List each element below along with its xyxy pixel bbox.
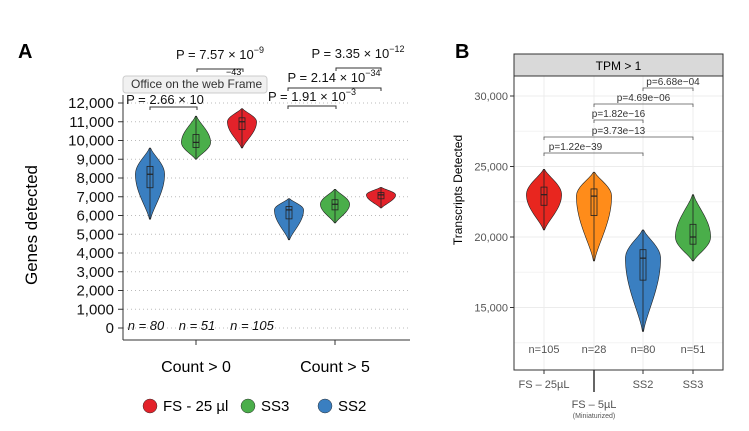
n-label: n=80 <box>631 344 656 356</box>
significance-bracket <box>543 152 644 156</box>
y-tick-label: 25,000 <box>474 162 508 174</box>
n-label: n = 105 <box>230 318 275 333</box>
y-tick-label: 20,000 <box>474 232 508 244</box>
violin-ss2-1-box <box>285 206 293 220</box>
x-tick-note: (Miniaturized) <box>573 413 615 420</box>
y-tick-label: 2,000 <box>76 283 114 300</box>
p-value-label: p=3.73e−13 <box>592 126 646 137</box>
p-value-label: P = 2.14 × 10−34 <box>287 68 380 85</box>
y-tick-label: 6,000 <box>76 208 114 225</box>
p-value-exponent: −43 <box>226 67 241 77</box>
p-value-label: P = 2.66 × 10 <box>126 92 204 107</box>
y-tick-label: 8,000 <box>76 170 114 187</box>
y-tick-label: 1,000 <box>76 301 114 318</box>
legend-label: SS3 <box>261 398 289 415</box>
y-tick-label: 0 <box>106 320 114 337</box>
violin-ss2-0-box <box>146 165 154 189</box>
n-label: n=105 <box>529 344 560 356</box>
violin-ss3-0-box <box>192 134 200 148</box>
legend-swatch <box>240 398 256 414</box>
panel-a-label: A <box>18 41 32 63</box>
n-label: n=28 <box>582 344 607 356</box>
p-value-exponent: −3 <box>346 87 356 97</box>
panel-b-label: B <box>455 41 469 63</box>
significance-bracket <box>543 136 694 140</box>
violin-3-box <box>689 223 697 245</box>
violin-0-box <box>540 186 548 206</box>
y-tick-label: 10,000 <box>68 133 114 150</box>
n-label: n = 80 <box>128 318 165 333</box>
y-tick-label: 4,000 <box>76 245 114 262</box>
x-tick-label: Count > 0 <box>161 359 231 376</box>
y-tick-label: 7,000 <box>76 189 114 206</box>
p-value-exponent: −9 <box>254 45 264 55</box>
significance-bracket <box>593 103 694 107</box>
x-tick-label: Count > 5 <box>300 359 370 376</box>
y-tick-label: 30,000 <box>474 91 508 103</box>
p-value-label: p=1.82e−16 <box>592 109 646 120</box>
significance-bracket <box>196 68 244 72</box>
y-tick-label: 5,000 <box>76 226 114 243</box>
significance-bracket <box>287 87 382 91</box>
y-tick-label: 11,000 <box>69 114 114 131</box>
violin-fs-25-l-1-box <box>377 192 385 200</box>
p-value-label: p=6.68e−04 <box>646 77 700 88</box>
y-tick-label: 3,000 <box>76 264 114 281</box>
y-tick-label: 9,000 <box>76 151 114 168</box>
x-tick-label: FS – 5µL <box>572 399 617 411</box>
y-tick-label: 12,000 <box>68 95 114 112</box>
significance-bracket <box>149 106 198 110</box>
significance-bracket <box>287 105 337 109</box>
x-tick-label: FS – 25µL <box>519 379 570 391</box>
p-value-exponent: −34 <box>365 68 380 78</box>
legend-swatch <box>142 398 158 414</box>
n-label: n = 51 <box>179 318 216 333</box>
tooltip: Office on the web Frame <box>122 75 268 94</box>
plot-border <box>513 75 724 371</box>
n-label: n=51 <box>681 344 706 356</box>
y-tick-label: 15,000 <box>474 303 508 315</box>
x-tick-label: SS2 <box>633 379 654 391</box>
p-value-label: P = 7.57 × 10−9 <box>176 45 264 62</box>
violin-2-box <box>639 249 647 281</box>
tooltip-text: Office on the web Frame <box>131 77 263 91</box>
facet-label: TPM > 1 <box>596 59 642 73</box>
significance-bracket <box>642 87 694 91</box>
p-value-label: P = 1.91 × 10−3 <box>268 87 356 104</box>
legend-label: FS - 25 µl <box>163 398 228 415</box>
legend-label: SS2 <box>338 398 366 415</box>
violin-fs-25-l-0-box <box>238 117 246 131</box>
p-value-label: p=4.69e−06 <box>617 93 671 104</box>
p-value-label: P = 3.35 × 10−12 <box>311 44 404 61</box>
panel-b-chart: TPM > 1 15,000 20,000 25,000 30,000 Transcrip… <box>451 53 724 420</box>
y-axis-label: Transcripts Detected <box>451 135 465 245</box>
legend-swatch <box>317 398 333 414</box>
p-value-label: p=1.22e−39 <box>549 142 603 153</box>
y-axis-label: Genes detected <box>22 165 41 285</box>
violin-1-box <box>590 188 598 216</box>
x-tick-label: SS3 <box>683 379 704 391</box>
p-value-exponent: −12 <box>389 44 404 54</box>
significance-bracket <box>335 67 382 71</box>
significance-bracket <box>593 119 644 123</box>
